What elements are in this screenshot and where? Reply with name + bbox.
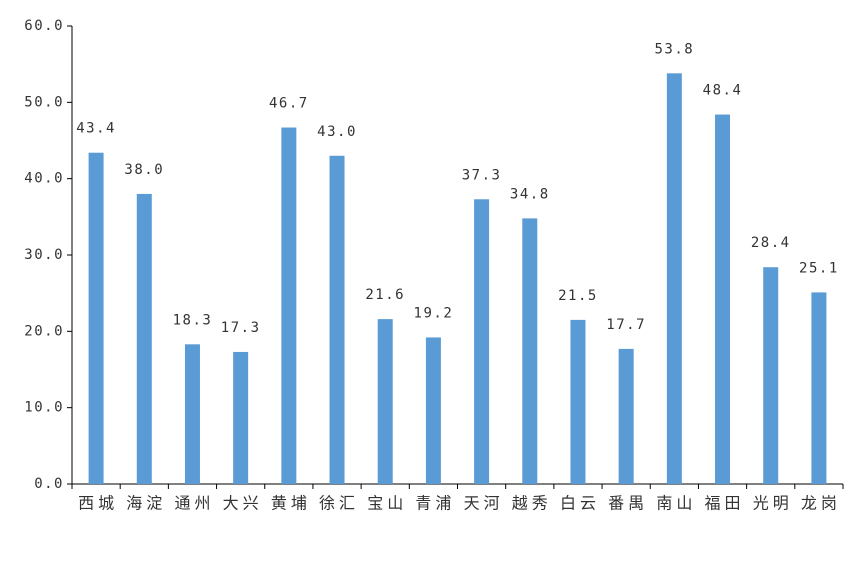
bar — [377, 319, 393, 484]
x-tick-label: 越秀 — [512, 494, 552, 513]
value-label: 17.7 — [606, 317, 646, 333]
bar — [666, 73, 682, 485]
bar — [281, 127, 297, 485]
x-tick-label: 海淀 — [126, 494, 166, 513]
bar — [136, 193, 152, 484]
value-label: 25.1 — [799, 260, 839, 276]
bar — [763, 267, 779, 484]
value-label: 53.8 — [654, 41, 694, 57]
y-tick-label: 50.0 — [24, 94, 64, 110]
x-tick-label: 大兴 — [223, 494, 263, 513]
value-label: 28.4 — [751, 235, 791, 251]
bar — [88, 152, 104, 485]
x-tick-label: 天河 — [464, 494, 504, 513]
y-tick-label: 40.0 — [24, 171, 64, 187]
x-tick-label: 青浦 — [415, 494, 455, 513]
y-tick-label: 0.0 — [34, 476, 64, 492]
y-tick-label: 30.0 — [24, 247, 64, 263]
bar — [715, 114, 731, 485]
bar — [811, 292, 827, 484]
value-label: 48.4 — [703, 83, 743, 99]
value-label: 21.5 — [558, 288, 598, 304]
bar — [425, 337, 441, 484]
x-tick-label: 通州 — [174, 494, 214, 513]
value-label: 37.3 — [462, 167, 502, 183]
value-label: 43.0 — [317, 124, 357, 140]
x-tick-label: 南山 — [656, 494, 696, 513]
value-label: 21.6 — [365, 287, 405, 303]
x-tick-label: 龙岗 — [801, 494, 841, 513]
bar — [474, 199, 490, 484]
value-label: 19.2 — [414, 305, 454, 321]
value-label: 43.4 — [76, 121, 116, 137]
x-tick-label: 黄埔 — [271, 494, 311, 513]
y-tick-label: 20.0 — [24, 323, 64, 339]
x-tick-label: 白云 — [560, 494, 600, 513]
value-label: 17.3 — [221, 320, 261, 336]
value-label: 46.7 — [269, 96, 309, 112]
x-tick-label: 宝山 — [367, 494, 407, 513]
x-tick-label: 光明 — [753, 494, 793, 513]
value-label: 38.0 — [124, 162, 164, 178]
y-tick-label: 10.0 — [24, 400, 64, 416]
x-tick-label: 福田 — [705, 494, 745, 513]
value-label: 34.8 — [510, 186, 550, 202]
bar — [329, 155, 345, 484]
bar — [618, 348, 634, 484]
bar — [522, 218, 538, 485]
x-tick-label: 徐汇 — [319, 494, 359, 513]
x-tick-label: 番禺 — [608, 494, 648, 513]
x-tick-label: 西城 — [78, 494, 118, 513]
bar — [184, 344, 200, 484]
bar — [570, 319, 586, 484]
y-tick-label: 60.0 — [24, 18, 64, 34]
value-label: 18.3 — [173, 312, 213, 328]
bar — [233, 351, 249, 484]
